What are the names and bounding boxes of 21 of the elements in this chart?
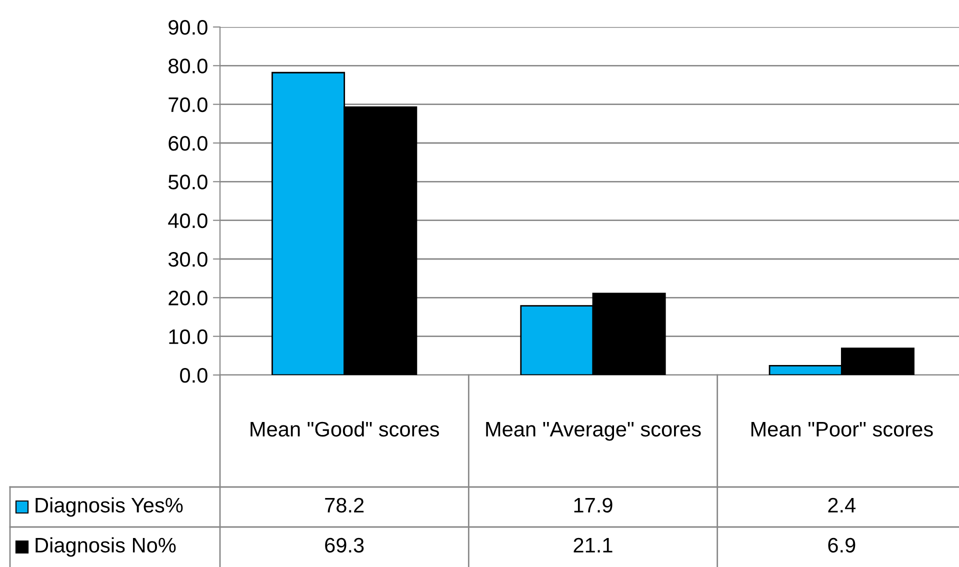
y-tick-label: 80.0 <box>168 58 208 74</box>
legend-label: Diagnosis No% <box>36 537 176 557</box>
data-label: 21.1 <box>574 538 612 552</box>
y-tick-label: 50.0 <box>168 174 208 190</box>
y-tick-label: 20.0 <box>168 290 208 306</box>
x-tick-label: Mean "Good" scores <box>250 421 439 437</box>
y-tick-label: 10.0 <box>169 329 208 344</box>
data-label: 6.9 <box>828 538 856 553</box>
y-tick-label: 90.0 <box>168 20 208 35</box>
y-tick-label: 0.0 <box>180 368 208 383</box>
legend-label: Diagnosis Yes% <box>36 497 183 517</box>
x-tick-label: Mean "Poor" scores <box>751 422 933 437</box>
x-tick-label: Mean "Average" scores <box>486 422 701 441</box>
data-label: 78.2 <box>325 498 364 513</box>
y-tick-label: 60.0 <box>168 136 208 151</box>
y-tick-label: 40.0 <box>168 213 208 228</box>
y-tick-label: 30.0 <box>168 252 208 267</box>
data-label: 69.3 <box>325 538 364 553</box>
y-tick-label: 70.0 <box>168 97 208 112</box>
data-label: 2.4 <box>828 498 856 512</box>
data-label: 17.9 <box>574 498 612 513</box>
